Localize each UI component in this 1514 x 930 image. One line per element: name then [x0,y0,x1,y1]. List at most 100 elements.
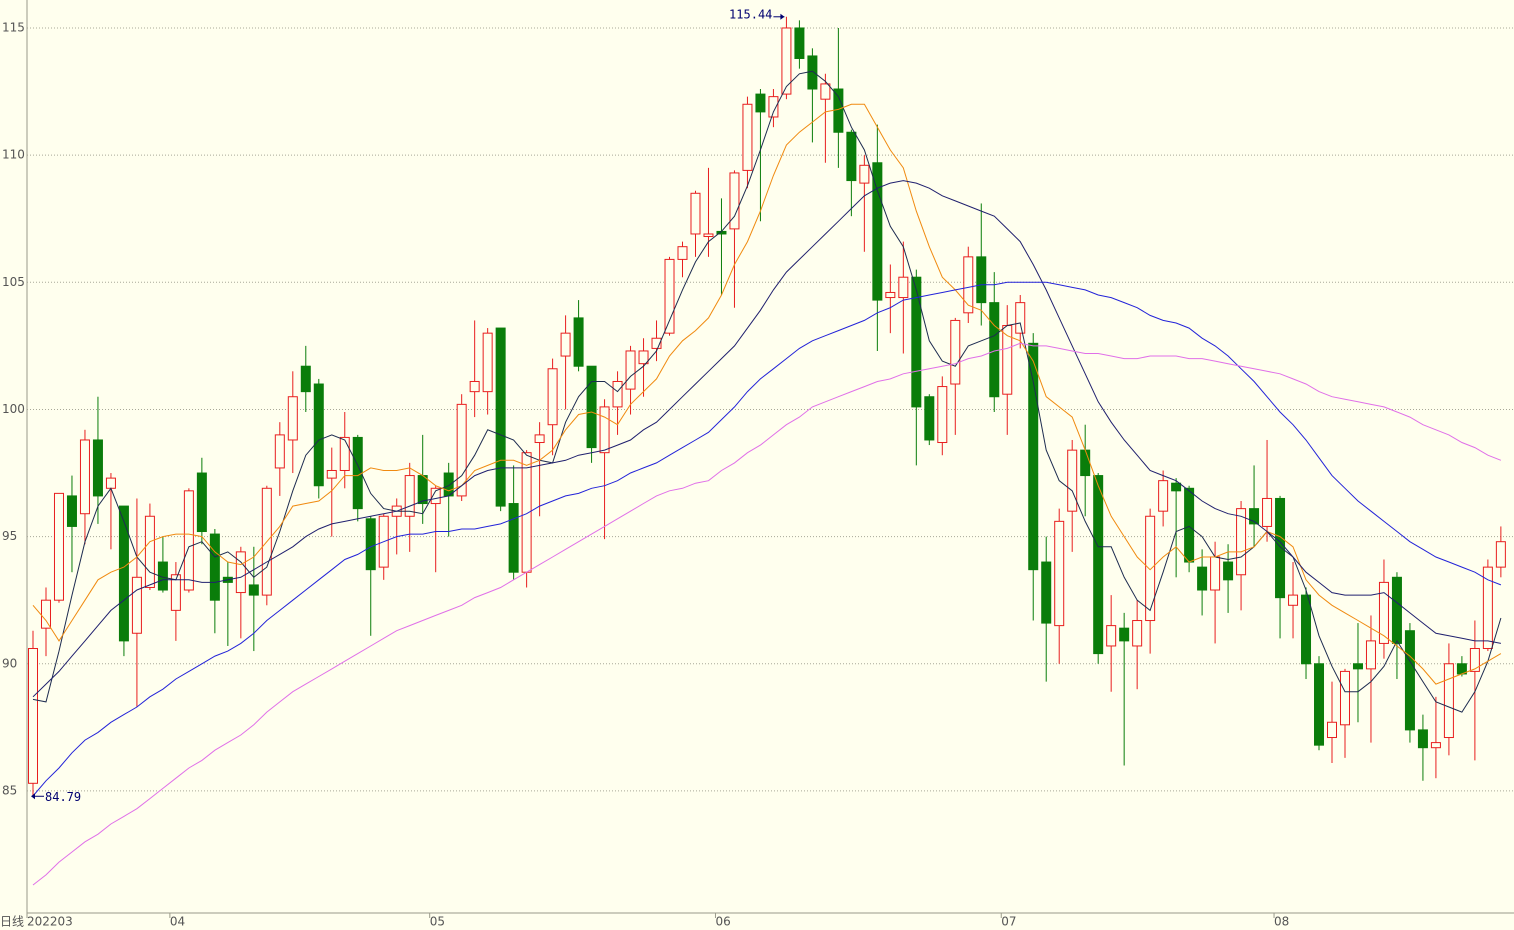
candle-body [703,233,714,238]
candle-body [1301,594,1312,665]
y-tick-label: 110 [2,148,25,162]
candle-body [1223,561,1234,581]
candle-body [482,332,493,393]
candle-body [872,162,883,301]
candle-body [183,490,194,591]
y-tick-label: 95 [2,529,17,543]
candle-body [1197,566,1208,591]
y-tick-label: 90 [2,656,17,670]
candle-body [1430,742,1441,749]
candle-body [417,475,428,505]
candle-body [313,383,324,487]
max-annotation: 115.44 [729,7,772,21]
x-tick-label: 08 [1274,915,1289,929]
candle-body [924,396,935,441]
candle-body [1469,648,1480,672]
candle-body [911,276,922,408]
candle-body [677,246,688,260]
candle-body [1391,576,1402,644]
y-tick-label: 115 [2,20,25,34]
candle-body [339,436,350,471]
candle-body [235,551,246,594]
candle-body [365,518,376,571]
candle-body [92,439,103,497]
x-tick-label: 06 [715,915,730,929]
moving-average-line [32,180,1501,698]
y-tick-label: 85 [2,783,17,797]
candle-body [1041,561,1052,624]
candle-body [1132,620,1143,647]
candle-body [1093,475,1104,655]
y-tick-label: 105 [2,275,25,289]
candle-body [326,469,337,479]
x-tick-label: 05 [430,915,445,929]
candle-body [898,276,909,299]
candle-body [612,380,623,408]
min-annotation: 84.79 [45,790,81,804]
candle-body [1327,721,1337,739]
candle-body [547,368,558,426]
candle-body [28,648,38,784]
candle-body [508,503,519,573]
candle-body [586,365,597,449]
candle-body [651,337,662,349]
candle-body [1275,497,1286,599]
candle-body [807,55,818,90]
min-arrow-head [31,793,35,800]
x-tick-label: 202203 [27,915,73,929]
candle-body [79,439,90,515]
candle-body [560,332,571,357]
candle-body [846,131,857,182]
x-tick-label: 04 [170,915,185,929]
candle-body [1210,556,1221,591]
candle-body [1262,497,1273,527]
candle-body [469,380,480,393]
candle-body [1365,640,1376,670]
candle-body [1482,566,1493,650]
candle-body [105,477,116,489]
candle-body [1028,342,1039,571]
candle-body [1184,487,1195,563]
candle-body [1015,302,1026,334]
candle-body [144,515,155,588]
candle-body [248,584,259,596]
candle-body [963,256,974,314]
y-tick-label: 100 [2,402,25,416]
candle-body [495,327,506,507]
candle-body [170,574,181,611]
candle-body [1314,663,1325,746]
candle-body [885,291,896,299]
candle-body [1158,480,1169,512]
candle-body [1339,670,1350,726]
candle-body [1352,663,1363,670]
candle-body [1443,663,1454,739]
candle-body [443,472,454,497]
candle-body [976,256,987,304]
candle-body [937,386,948,444]
candle-body [768,96,779,118]
candle-body [989,302,1000,398]
candle-body [1249,508,1260,525]
candle-body [209,533,220,601]
candle-body [625,350,636,390]
candle-body [1119,627,1130,642]
candle-body [638,350,649,365]
candle-body [1054,520,1065,627]
candle-body [287,396,298,441]
candle-body [1404,630,1415,731]
candle-body [1236,508,1247,576]
candle-body [742,103,753,171]
candle-body [53,492,64,601]
candle-body [196,472,207,533]
candle-body [664,258,675,334]
candle-body [1067,449,1078,512]
period-label: 日线 [0,915,24,929]
candle-body [1080,449,1091,477]
candle-body [404,475,415,517]
candle-body [573,317,584,367]
candle-body [1378,581,1389,644]
candle-body [521,452,532,573]
